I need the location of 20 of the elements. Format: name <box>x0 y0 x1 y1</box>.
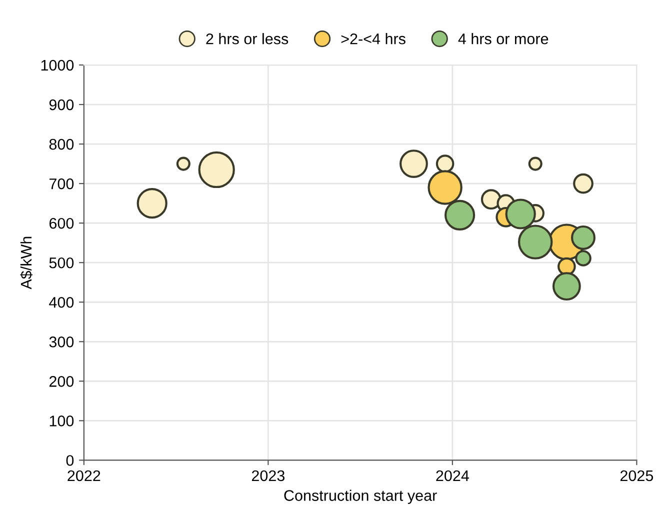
x-tick-label: 2024 <box>436 470 469 482</box>
legend-label: 2 hrs or less <box>206 33 288 44</box>
x-axis-title: Construction start year <box>284 490 437 504</box>
y-tick-label: 900 <box>49 99 74 110</box>
y-tick-label: 1000 <box>41 60 74 71</box>
legend-label: 4 hrs or more <box>458 33 548 44</box>
y-tick-label: 200 <box>49 376 74 387</box>
y-tick-label: 700 <box>49 178 74 190</box>
x-tick-label: 2025 <box>620 470 654 482</box>
y-tick-label: 600 <box>49 218 74 229</box>
y-tick-label: 300 <box>49 336 74 348</box>
y-tick-label: 100 <box>50 416 74 426</box>
x-tick-label: 2023 <box>252 470 284 482</box>
x-tick-label: 2022 <box>68 470 100 482</box>
y-tick-label: 400 <box>49 296 74 308</box>
legend-label: >2-<4 hrs <box>341 33 406 44</box>
y-axis-title: A$/kWh <box>20 236 33 290</box>
y-tick-label: 800 <box>49 138 74 150</box>
y-tick-label: 0 <box>66 455 74 466</box>
y-tick-label: 500 <box>49 257 74 268</box>
